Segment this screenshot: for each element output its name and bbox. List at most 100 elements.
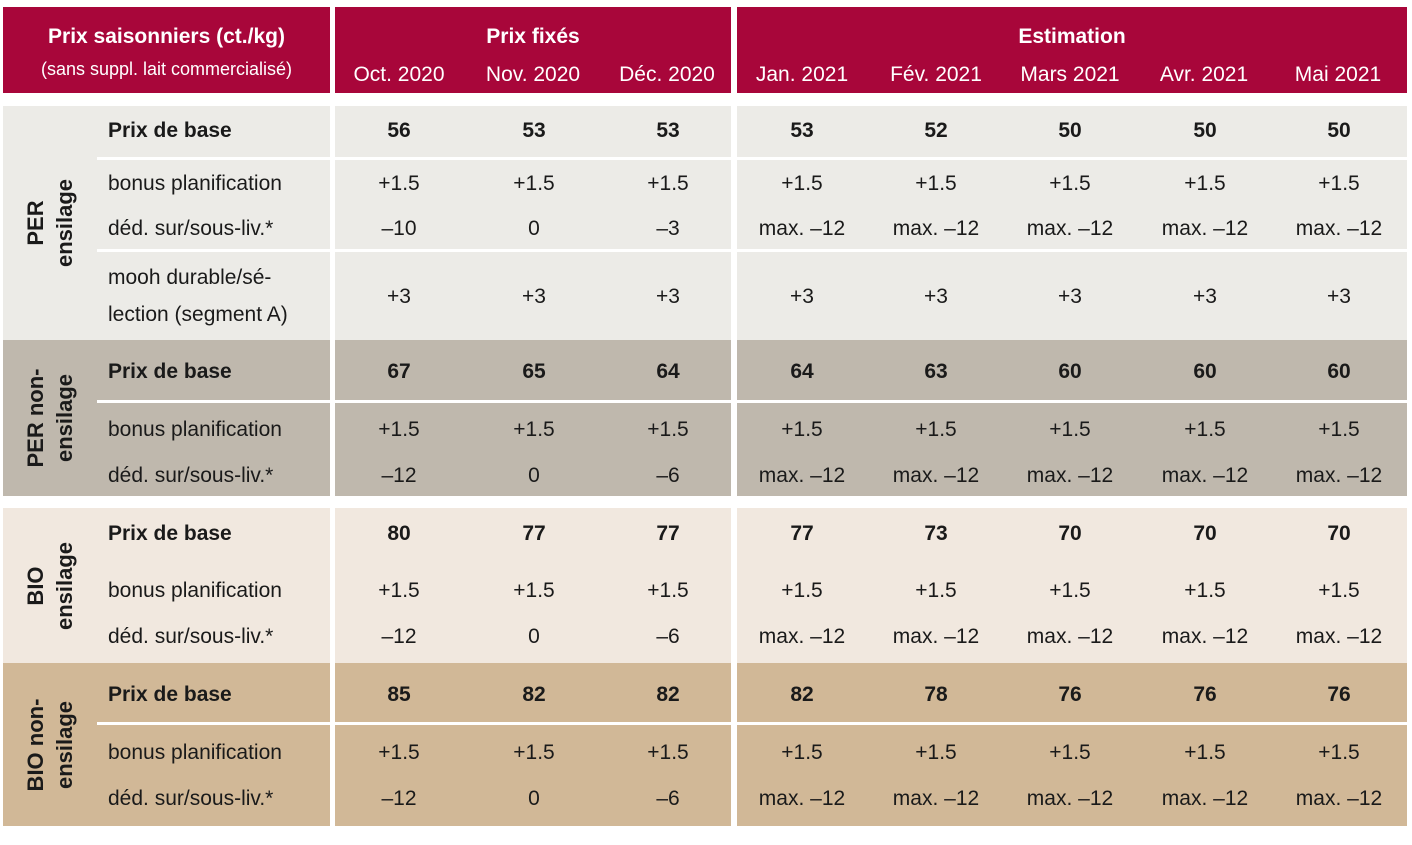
value-cell: max. –12 [1295, 625, 1383, 648]
value-cell: +1.5 [513, 741, 555, 764]
month-header: Mai 2021 [1294, 63, 1382, 86]
group-band-per-non-ensilage [3, 340, 1407, 496]
row-label-delivery-deduction: déd. sur/sous-liv.* [108, 464, 274, 487]
value-cell: 52 [924, 119, 948, 142]
value-cell: max. –12 [892, 787, 980, 810]
value-cell: +1.5 [781, 741, 823, 764]
value-cell: 73 [924, 522, 948, 545]
column-divider [731, 0, 737, 834]
value-cell: 60 [1058, 360, 1082, 383]
value-cell: +3 [924, 285, 948, 308]
table-title: Prix saisonniers (ct./kg) [48, 25, 285, 48]
value-cell: 67 [387, 360, 411, 383]
month-header: Fév. 2021 [890, 63, 982, 86]
row-label-planning-bonus: bonus planification [108, 418, 282, 441]
value-cell: +1.5 [1049, 172, 1091, 195]
value-cell: max. –12 [758, 625, 846, 648]
group-band-per-ensilage [3, 106, 1407, 340]
value-cell: –12 [381, 625, 417, 648]
value-cell: max. –12 [758, 217, 846, 240]
row-label-mooh-durable: mooh durable/sé- lection (segment A) [108, 259, 288, 333]
value-cell: +1.5 [647, 579, 689, 602]
month-header: Déc. 2020 [619, 63, 715, 86]
value-cell: max. –12 [758, 787, 846, 810]
value-cell: +1.5 [1318, 172, 1360, 195]
value-cell: 77 [656, 522, 680, 545]
value-cell: +1.5 [513, 579, 555, 602]
value-cell: +1.5 [1184, 172, 1226, 195]
group-band-bio-non-ensilage [3, 663, 1407, 826]
row-label-delivery-deduction: déd. sur/sous-liv.* [108, 625, 274, 648]
value-cell: max. –12 [1026, 787, 1114, 810]
row-label-planning-bonus: bonus planification [108, 579, 282, 602]
value-cell: +1.5 [1318, 418, 1360, 441]
value-cell: 0 [528, 625, 540, 648]
row-label-base-price: Prix de base [108, 683, 232, 706]
value-cell: 85 [387, 683, 411, 706]
value-cell: 64 [656, 360, 680, 383]
value-cell: 82 [790, 683, 814, 706]
value-cell: max. –12 [892, 217, 980, 240]
value-cell: +1.5 [1318, 741, 1360, 764]
value-cell: +1.5 [781, 418, 823, 441]
row-divider [97, 249, 1412, 252]
value-cell: +1.5 [1318, 579, 1360, 602]
value-cell: +1.5 [915, 172, 957, 195]
value-cell: –12 [381, 464, 417, 487]
value-cell: +1.5 [647, 418, 689, 441]
value-cell: –6 [656, 625, 680, 648]
value-cell: 0 [528, 217, 540, 240]
estimate-heading: Estimation [1018, 25, 1126, 48]
value-cell: +3 [1327, 285, 1351, 308]
value-cell: +1.5 [378, 418, 420, 441]
value-cell: –3 [656, 217, 680, 240]
value-cell: 60 [1327, 360, 1351, 383]
row-divider [97, 400, 1412, 403]
row-label-planning-bonus: bonus planification [108, 741, 282, 764]
row-label-planning-bonus: bonus planification [108, 172, 282, 195]
row-label-base-price: Prix de base [108, 360, 232, 383]
value-cell: +1.5 [378, 172, 420, 195]
value-cell: 50 [1327, 119, 1351, 142]
row-label-delivery-deduction: déd. sur/sous-liv.* [108, 787, 274, 810]
value-cell: +1.5 [647, 172, 689, 195]
value-cell: 0 [528, 464, 540, 487]
column-divider [330, 0, 335, 834]
value-cell: +3 [656, 285, 680, 308]
row-divider [97, 722, 1412, 725]
value-cell: 70 [1327, 522, 1351, 545]
month-header: Oct. 2020 [353, 63, 445, 86]
header-title-cell: Prix saisonniers (ct./kg) (sans suppl. l… [3, 7, 330, 93]
value-cell: 60 [1193, 360, 1217, 383]
value-cell: max. –12 [1161, 464, 1249, 487]
value-cell: +1.5 [513, 418, 555, 441]
value-cell: +1.5 [781, 172, 823, 195]
group-band-bio-ensilage [3, 508, 1407, 663]
group-label-line: ensilage [52, 178, 77, 268]
group-label-bio-non-ensilage: BIO non-ensilage [3, 663, 97, 826]
value-cell: 78 [924, 683, 948, 706]
row-divider [97, 157, 1412, 160]
month-header: Mars 2021 [1020, 63, 1120, 86]
value-cell: +1.5 [915, 418, 957, 441]
group-label-bio-ensilage: BIO ensilage [3, 508, 97, 663]
value-cell: +3 [522, 285, 546, 308]
value-cell: +1.5 [1049, 579, 1091, 602]
value-cell: max. –12 [1026, 625, 1114, 648]
month-header: Avr. 2021 [1159, 63, 1249, 86]
value-cell: +1.5 [1049, 741, 1091, 764]
value-cell: max. –12 [1161, 217, 1249, 240]
value-cell: +1.5 [1184, 741, 1226, 764]
value-cell: 0 [528, 787, 540, 810]
value-cell: max. –12 [892, 464, 980, 487]
header-estimate-cell: Estimation Jan. 2021 Fév. 2021 Mars 2021… [737, 7, 1407, 93]
value-cell: +1.5 [513, 172, 555, 195]
value-cell: 50 [1058, 119, 1082, 142]
group-label-line: BIO non- [23, 698, 48, 791]
value-cell: 82 [656, 683, 680, 706]
value-cell: +3 [387, 285, 411, 308]
row-label-delivery-deduction: déd. sur/sous-liv.* [108, 217, 274, 240]
header-fixed-cell: Prix fixés Oct. 2020 Nov. 2020 Déc. 2020 [335, 7, 731, 93]
value-cell: max. –12 [1295, 464, 1383, 487]
